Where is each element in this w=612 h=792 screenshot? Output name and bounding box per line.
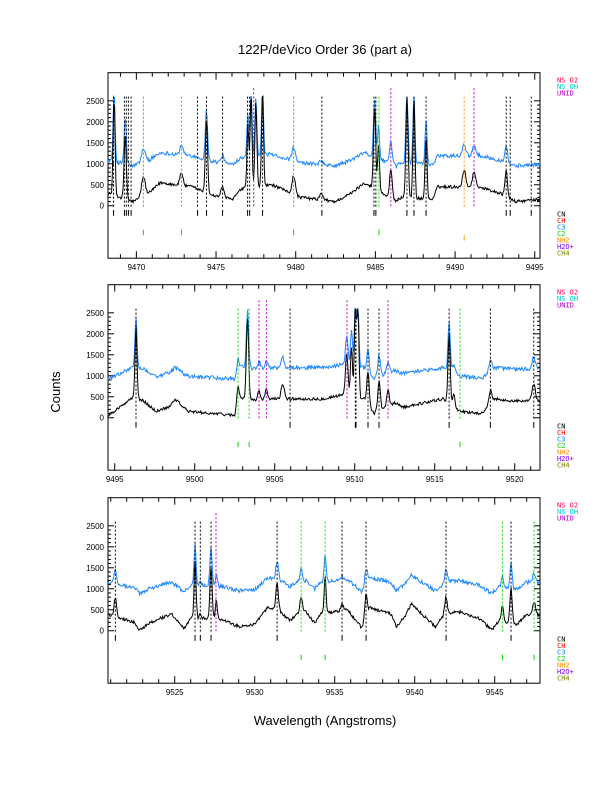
legend-bottom-item: NH2 <box>557 449 570 457</box>
plot-frame <box>107 284 541 471</box>
x-tick-label: 9470 <box>127 263 145 272</box>
plot-frame <box>107 72 541 259</box>
legend-bottom-item: NH2 <box>557 662 570 670</box>
x-tick-label: 9510 <box>346 475 364 484</box>
x-tick-label: 9475 <box>207 263 225 272</box>
x-tick-label: 9520 <box>506 475 524 484</box>
chart-title: 122P/deVico Order 36 (part a) <box>238 42 412 57</box>
legend-bottom-item: CH <box>557 429 565 437</box>
legend-bottom-item: C2 <box>557 442 565 450</box>
blue-spectrum-line <box>107 543 540 597</box>
legend-top-item: NS OH <box>557 508 578 516</box>
y-tick-label: 1500 <box>86 351 104 360</box>
x-tick-label: 9540 <box>406 688 424 697</box>
legend-bottom-item: C2 <box>557 655 565 663</box>
y-tick-label: 1000 <box>86 160 104 169</box>
legend-bottom-item: CH4 <box>557 462 570 470</box>
y-tick-label: 2500 <box>86 309 104 318</box>
y-tick-label: 500 <box>91 181 105 190</box>
x-tick-label: 9480 <box>287 263 305 272</box>
y-tick-label: 0 <box>100 627 105 636</box>
legend-bottom-item: H2O+ <box>557 455 574 463</box>
y-tick-label: 2500 <box>86 97 104 106</box>
y-tick-label: 0 <box>100 202 105 211</box>
legend-bottom-item: CH4 <box>557 250 570 258</box>
x-tick-label: 9500 <box>186 475 204 484</box>
legend-top-item: UNID <box>557 515 574 523</box>
legend-bottom-item: H2O+ <box>557 243 574 251</box>
legend-top-item: NS OH <box>557 295 578 303</box>
legend-bottom-item: CN <box>557 636 565 644</box>
x-tick-label: 9515 <box>426 475 444 484</box>
y-axis-label: Counts <box>48 371 63 413</box>
black-spectrum-line <box>107 308 540 418</box>
legend-top-item: UNID <box>557 302 574 310</box>
legend-top-item: NS OH <box>557 83 578 91</box>
legend-bottom-item: H2O+ <box>557 668 574 676</box>
legend-bottom-item: C3 <box>557 649 565 657</box>
y-tick-label: 2000 <box>86 543 104 552</box>
legend-bottom-item: C3 <box>557 436 565 444</box>
y-tick-label: 2000 <box>86 118 104 127</box>
legend-bottom-item: C3 <box>557 224 565 232</box>
panel-3: 9525 9530 9535 9540 9545 0 500 1000 1500 2000 2500… <box>86 497 578 697</box>
y-tick-label: 1000 <box>86 372 104 381</box>
y-tick-label: 1500 <box>86 139 104 148</box>
x-axis-label: Wavelength (Angstroms) <box>254 713 397 728</box>
legend-bottom-item: CH <box>557 217 565 225</box>
y-tick-label: 500 <box>91 393 105 402</box>
black-spectrum-line <box>107 560 540 631</box>
y-tick-label: 2500 <box>86 522 104 531</box>
legend-top-item: UNID <box>557 90 574 98</box>
panel-2: 9495 9500 9505 9510 9515 9520 0 500 1000 1500 2000… <box>86 284 578 484</box>
x-tick-label: 9525 <box>166 688 184 697</box>
x-tick-label: 9530 <box>246 688 264 697</box>
legend-bottom-item: CH4 <box>557 675 570 683</box>
blue-spectrum-line <box>107 308 540 383</box>
blue-spectrum-line <box>107 94 541 170</box>
y-tick-label: 500 <box>91 606 105 615</box>
legend-bottom-item: CN <box>557 211 565 219</box>
black-spectrum-line <box>107 94 541 205</box>
panel-1: 9470 9475 9480 9485 9490 9495 0 500 1000 1500 2000… <box>86 72 578 272</box>
x-tick-label: 9495 <box>526 263 544 272</box>
y-tick-label: 1000 <box>86 585 104 594</box>
y-tick-label: 1500 <box>86 564 104 573</box>
x-tick-label: 9490 <box>446 263 464 272</box>
x-tick-label: 9485 <box>366 263 384 272</box>
legend-bottom-item: CH <box>557 642 565 650</box>
legend-top-item: NS O2 <box>557 77 578 85</box>
x-tick-label: 9495 <box>106 475 124 484</box>
legend-top-item: NS O2 <box>557 502 578 510</box>
legend-bottom-item: CN <box>557 423 565 431</box>
legend-bottom-item: C2 <box>557 230 565 238</box>
x-tick-label: 9505 <box>266 475 284 484</box>
plot-frame <box>107 497 541 684</box>
y-tick-label: 0 <box>100 414 105 423</box>
x-tick-label: 9545 <box>486 688 504 697</box>
legend-bottom-item: NH2 <box>557 237 570 245</box>
x-tick-label: 9535 <box>326 688 344 697</box>
y-tick-label: 2000 <box>86 330 104 339</box>
panels: 9470 9475 9480 9485 9490 9495 0 500 1000 1500 2000… <box>86 72 578 697</box>
legend-top-item: NS O2 <box>557 289 578 297</box>
